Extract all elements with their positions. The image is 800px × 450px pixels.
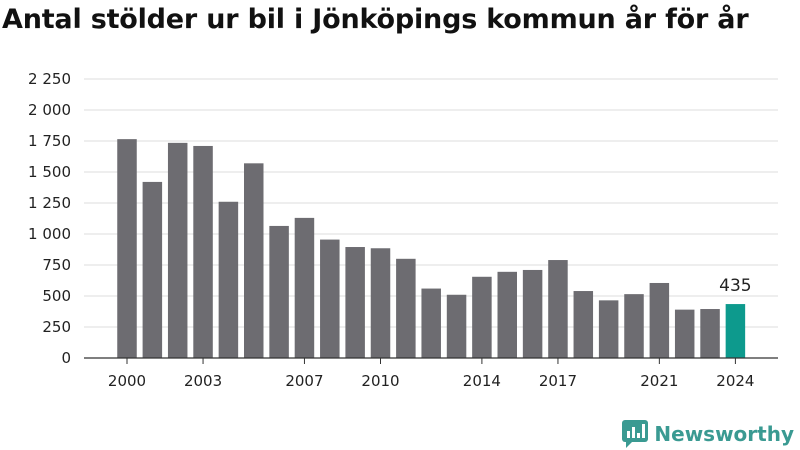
chart-title: Antal stölder ur bil i Jönköpings kommun… (2, 4, 749, 35)
y-axis-ticks: 0 250 500 750 1 000 1 250 1 500 1 750 2 000 2 250 (28, 70, 71, 367)
bar-2003 (193, 145, 213, 358)
bar-2024 (725, 304, 746, 358)
bar-2012 (421, 288, 441, 358)
bar-2011 (396, 258, 416, 358)
x-axis-ticks: 2000 2003 2007 2010 2014 2017 2021 2024 (108, 358, 754, 390)
bar-2016 (522, 269, 543, 358)
y-tick-label: 1 750 (28, 132, 71, 150)
bar-2014 (472, 276, 492, 358)
bar-2004 (218, 201, 239, 358)
bar-2015 (497, 271, 517, 358)
x-tick-label: 2000 (108, 372, 146, 390)
bar-2009 (345, 247, 365, 358)
x-tick-label: 2007 (285, 372, 323, 390)
brand-logo: Newsworthy (622, 420, 794, 448)
y-tick-label: 750 (42, 256, 71, 274)
newsworthy-logo-icon (622, 420, 649, 448)
x-tick-label: 2003 (184, 372, 222, 390)
bar-2019 (598, 300, 619, 358)
y-tick-label: 250 (42, 318, 71, 336)
y-tick-label: 2 250 (28, 70, 71, 88)
x-tick-label: 2010 (361, 372, 399, 390)
bar-2001 (142, 181, 163, 358)
y-tick-label: 1 250 (28, 194, 71, 212)
x-tick-label: 2024 (716, 372, 754, 390)
y-tick-label: 2 000 (28, 101, 71, 119)
bars (117, 139, 746, 358)
bar-2000 (117, 139, 137, 358)
bar-2005 (244, 163, 264, 358)
x-tick-label: 2014 (463, 372, 501, 390)
bar-2010 (370, 248, 391, 358)
y-tick-label: 500 (42, 287, 71, 305)
bar-2021 (649, 282, 670, 358)
bar-2002 (167, 142, 188, 358)
bar-2020 (624, 294, 644, 358)
bar-2017 (548, 260, 568, 358)
bar-2022 (674, 309, 695, 358)
bar-2008 (320, 239, 340, 358)
y-tick-label: 0 (61, 349, 71, 367)
data-label-2024: 435 (719, 276, 751, 296)
data-labels: 435 (719, 276, 751, 296)
bar-2018 (573, 291, 594, 358)
x-tick-label: 2017 (539, 372, 577, 390)
bar-2023 (700, 309, 720, 358)
bar-2007 (294, 217, 315, 358)
bar-2006 (269, 225, 289, 358)
y-tick-label: 1 000 (28, 225, 71, 243)
y-tick-label: 1 500 (28, 163, 71, 181)
brand-name: Newsworthy (654, 422, 794, 446)
x-tick-label: 2021 (640, 372, 678, 390)
bar-2013 (446, 294, 467, 358)
